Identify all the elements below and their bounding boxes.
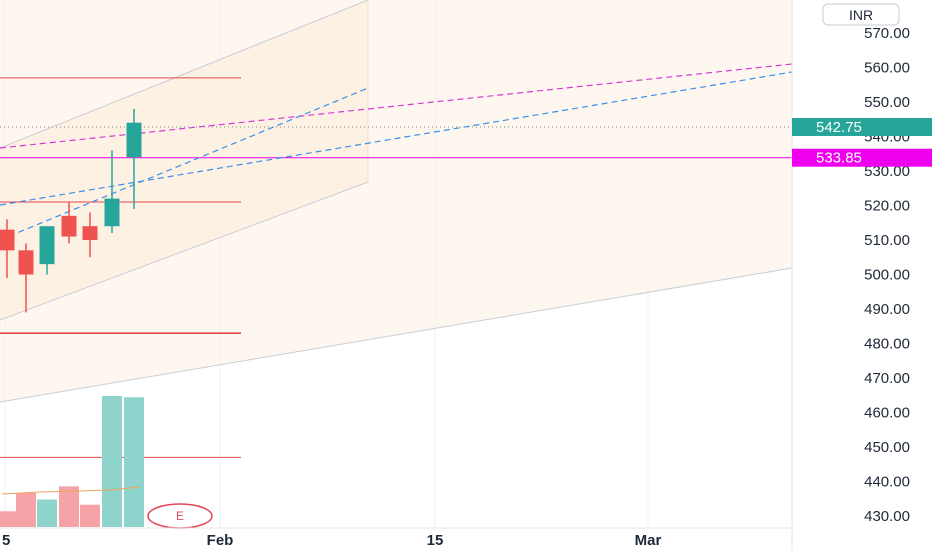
y-tick-label: 530.00 — [864, 163, 910, 180]
candle-body[interactable] — [18, 250, 34, 275]
volume-bar — [16, 492, 36, 527]
volume-bars — [0, 396, 144, 527]
y-tick-label: 450.00 — [864, 439, 910, 456]
y-tick-label: 520.00 — [864, 198, 910, 215]
event-badge-label: E — [176, 509, 184, 523]
horizontal-levels — [0, 77, 792, 458]
candlesticks[interactable] — [0, 108, 142, 313]
y-tick-label: 550.00 — [864, 94, 910, 111]
volume-bar — [102, 396, 122, 527]
volume-ma-line — [1, 486, 141, 495]
volume-bar — [0, 511, 17, 527]
outer-channel-lower — [0, 267, 793, 403]
volume-bar — [124, 397, 144, 527]
candle-body[interactable] — [39, 226, 55, 265]
x-tick-label: Feb — [207, 532, 234, 549]
x-tick-label: 15 — [427, 532, 444, 549]
currency-label: INR — [849, 7, 873, 23]
price-tag — [792, 118, 932, 137]
price-tags: 542.75 533.85 — [792, 118, 932, 167]
price-tag-label: 533.85 — [816, 150, 862, 167]
volume-bar — [37, 499, 57, 527]
price-tag — [792, 148, 932, 167]
y-tick-label: 510.00 — [864, 232, 910, 249]
y-tick-label: 440.00 — [864, 474, 910, 491]
y-tick-label: 500.00 — [864, 267, 910, 284]
x-tick-label: 5 — [2, 532, 10, 549]
price-axis[interactable]: 570.00560.00550.00540.00530.00520.00510.… — [791, 0, 910, 550]
volume-bar — [80, 504, 100, 527]
candle-body[interactable] — [61, 215, 77, 237]
candle-body[interactable] — [126, 122, 142, 158]
y-tick-label: 490.00 — [864, 301, 910, 318]
dashed-blue-trend-long — [0, 71, 793, 206]
y-tick-label: 480.00 — [864, 336, 910, 353]
y-tick-label: 470.00 — [864, 370, 910, 387]
currency-badge[interactable]: INR — [822, 3, 900, 26]
y-tick-label: 570.00 — [864, 25, 910, 42]
dashed-blue-trend-short — [0, 87, 369, 241]
candle-body[interactable] — [0, 229, 15, 251]
y-tick-label: 460.00 — [864, 405, 910, 422]
volume-bar — [59, 486, 79, 527]
inner-channel-lower — [0, 181, 369, 321]
candle-body[interactable] — [104, 198, 120, 227]
event-marker[interactable]: E — [147, 503, 213, 529]
inner-channel-upper — [0, 0, 369, 149]
candle-body[interactable] — [82, 226, 98, 240]
y-tick-label: 560.00 — [864, 60, 910, 77]
time-axis[interactable]: 5 Feb 15 Mar — [0, 527, 792, 549]
x-tick-label: Mar — [635, 532, 662, 549]
price-tag-label: 542.75 — [816, 119, 862, 136]
y-tick-label: 430.00 — [864, 508, 910, 525]
